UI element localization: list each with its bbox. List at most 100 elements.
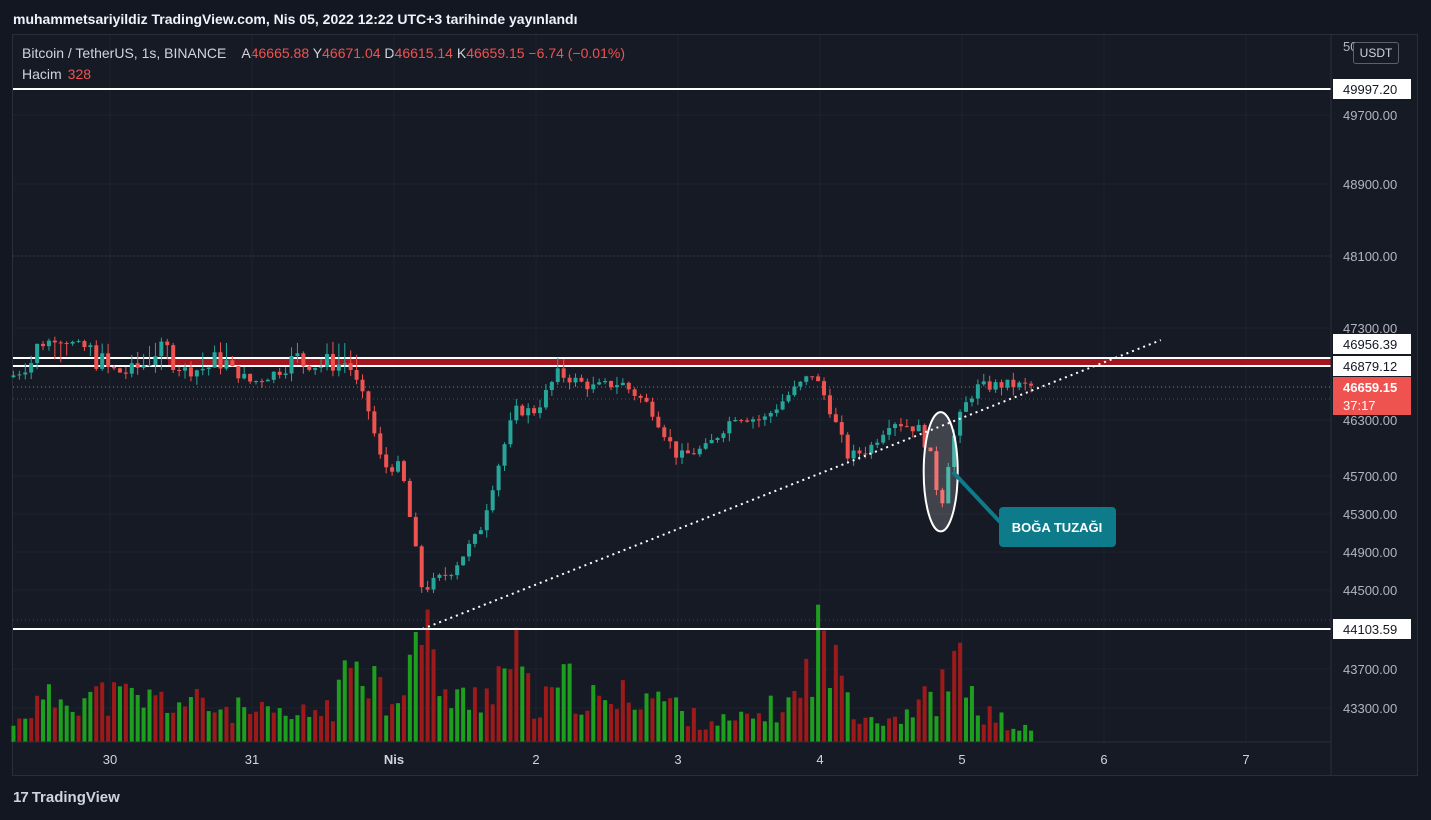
candle-body xyxy=(786,395,791,402)
candle-body xyxy=(715,438,720,440)
candle-body xyxy=(721,433,726,439)
candle-body xyxy=(668,437,673,442)
volume-bar xyxy=(839,675,844,742)
volume-bar xyxy=(685,726,690,742)
volume-bar xyxy=(472,687,477,742)
candle-body xyxy=(987,381,992,390)
volume-bar xyxy=(987,706,992,742)
annotation-callout[interactable]: BOĞA TUZAĞI xyxy=(951,470,1116,547)
volume-bar xyxy=(29,718,34,742)
volume-bar xyxy=(277,708,282,742)
candle-body xyxy=(845,434,850,459)
volume-bar xyxy=(662,701,667,742)
volume-bar xyxy=(715,725,720,742)
candle-body xyxy=(567,377,572,383)
resistance-zone-band xyxy=(168,358,1331,366)
volume-bar xyxy=(153,695,158,742)
candle-body xyxy=(307,366,312,370)
volume-bar xyxy=(390,704,395,742)
candle-body xyxy=(336,364,341,371)
candle-body xyxy=(774,409,779,413)
candle-body xyxy=(425,587,430,590)
price-tick-label: 44500.00 xyxy=(1343,583,1397,598)
level-label-box xyxy=(1333,79,1411,99)
candle-body xyxy=(756,419,761,421)
candle-body xyxy=(443,574,448,576)
volume-bar xyxy=(1017,730,1022,742)
candle-body xyxy=(969,398,974,403)
volume-bar xyxy=(218,709,223,742)
price-tick-label: 49700.00 xyxy=(1343,108,1397,123)
volume-bar xyxy=(656,691,661,742)
candle-body xyxy=(58,342,63,344)
volume-bar xyxy=(804,658,809,742)
candle-body xyxy=(656,416,661,428)
volume-bar xyxy=(603,700,608,742)
candle-body xyxy=(455,565,460,576)
volume-bar xyxy=(520,666,525,742)
candle-body xyxy=(82,341,87,348)
candle-body xyxy=(496,465,501,491)
open-label: A xyxy=(241,45,251,61)
candle-body xyxy=(644,397,649,402)
price-axis[interactable]: 49700.00 48900.00 48100.00 47300.00 46300.00… xyxy=(1333,39,1411,716)
candle-body xyxy=(579,377,584,382)
volume-bar xyxy=(407,654,412,742)
candle-body xyxy=(1029,383,1034,386)
volume-bar xyxy=(46,684,51,742)
volume-label[interactable]: Hacim xyxy=(22,66,62,82)
candle-body xyxy=(52,340,57,343)
callout-label: BOĞA TUZAĞI xyxy=(1012,520,1103,535)
time-tick-label: 2 xyxy=(532,752,539,767)
candle-body xyxy=(100,353,105,369)
tradingview-brand: TradingView xyxy=(31,789,120,806)
volume-bar xyxy=(632,709,637,742)
tradingview-logo[interactable]: 17 TradingView xyxy=(13,789,120,806)
volume-bar xyxy=(94,686,99,742)
candle-body xyxy=(431,577,436,590)
volume-bar xyxy=(378,677,383,742)
candle-body xyxy=(993,382,998,390)
candle-body xyxy=(478,530,483,535)
volume-bar xyxy=(709,721,714,742)
candle-body xyxy=(674,441,679,458)
candle-body xyxy=(922,424,927,448)
volume-bar xyxy=(526,673,531,742)
price-tick-label: 48100.00 xyxy=(1343,249,1397,264)
volume-bar xyxy=(342,660,347,742)
chart-panel[interactable] xyxy=(12,34,1418,776)
candle-body xyxy=(603,380,608,383)
candle-body xyxy=(626,382,631,390)
last-price-box xyxy=(1333,377,1411,415)
currency-button[interactable]: USDT xyxy=(1353,42,1399,64)
volume-bar xyxy=(188,697,193,742)
callout-box xyxy=(999,507,1116,547)
candle-body xyxy=(928,447,933,452)
volume-bar xyxy=(242,707,247,742)
volume-bar xyxy=(194,688,199,742)
volume-bar xyxy=(620,680,625,742)
time-axis[interactable]: 30 31 Nis 2 3 4 5 6 7 xyxy=(103,752,1250,767)
volume-bar xyxy=(401,695,406,742)
volume-bar xyxy=(301,704,306,742)
volume-bar xyxy=(904,709,909,742)
volume-bar xyxy=(384,715,389,742)
volume-bar xyxy=(248,713,253,742)
volume-bar xyxy=(455,689,460,742)
level-label: 46879.12 xyxy=(1343,359,1397,374)
candle-body xyxy=(289,356,294,374)
candle-body xyxy=(1023,382,1028,384)
candle-body xyxy=(762,416,767,420)
candle-body xyxy=(88,345,93,348)
volume-bar xyxy=(934,716,939,742)
volume-bar xyxy=(283,715,288,742)
candle-body xyxy=(230,360,235,367)
symbol-name[interactable]: Bitcoin / TetherUS, 1s, BINANCE xyxy=(22,45,227,61)
volume-bar xyxy=(668,698,673,742)
candle-body xyxy=(378,433,383,455)
candle-body xyxy=(709,439,714,444)
volume-bar xyxy=(76,715,81,742)
candle-body xyxy=(259,381,264,383)
volume-bar xyxy=(567,663,572,742)
